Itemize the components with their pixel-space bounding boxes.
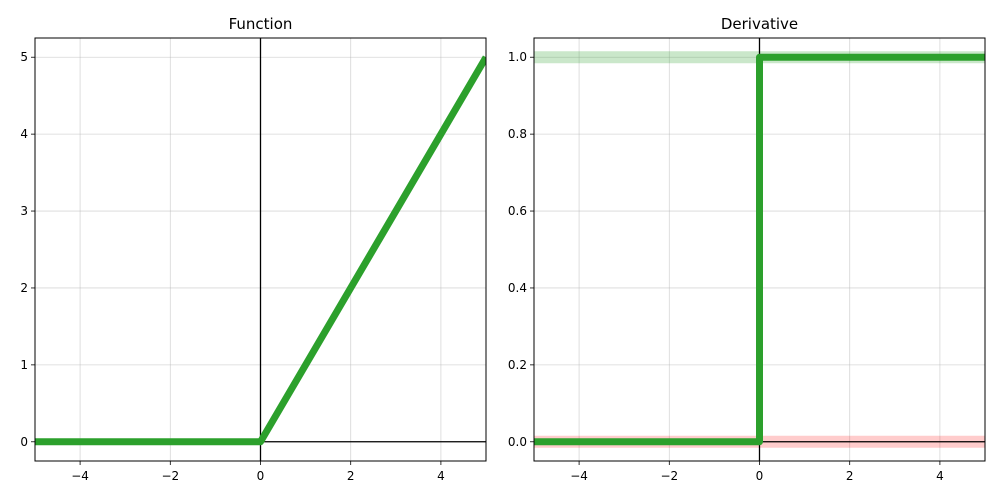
x-tick-label: −2 bbox=[161, 469, 179, 483]
x-tick-label: 4 bbox=[936, 469, 944, 483]
x-tick-label: 0 bbox=[257, 469, 265, 483]
derivative-panel: Derivative −4 −2 0 2 4 0.0 0.2 0.4 0.6 0.8 1.0 bbox=[508, 15, 986, 483]
y-tick-label: 3 bbox=[20, 204, 28, 218]
x-tick-label: −4 bbox=[570, 469, 588, 483]
x-tick-label: 2 bbox=[846, 469, 854, 483]
function-title: Function bbox=[229, 15, 293, 33]
x-tick-label: −4 bbox=[71, 469, 89, 483]
x-tick-label: 4 bbox=[437, 469, 445, 483]
y-tick-label: 0.0 bbox=[508, 435, 527, 449]
y-tick-label: 0.8 bbox=[508, 127, 527, 141]
plot-area bbox=[534, 38, 985, 461]
y-tick-label: 0.4 bbox=[508, 281, 527, 295]
y-tick-label: 5 bbox=[20, 50, 28, 64]
x-tick-label: 0 bbox=[756, 469, 764, 483]
plot-area bbox=[35, 38, 486, 461]
y-tick-label: 1.0 bbox=[508, 50, 527, 64]
x-tick-label: −2 bbox=[660, 469, 678, 483]
y-tick-label: 0.2 bbox=[508, 358, 527, 372]
y-tick-label: 0 bbox=[20, 435, 28, 449]
series-line bbox=[35, 55, 486, 446]
y-tick-label: 2 bbox=[20, 281, 28, 295]
derivative-title: Derivative bbox=[721, 15, 798, 33]
x-tick-label: 2 bbox=[347, 469, 355, 483]
y-tick-label: 1 bbox=[20, 358, 28, 372]
y-tick-label: 4 bbox=[20, 127, 28, 141]
function-panel: Function −4 −2 0 2 4 0 1 2 3 4 5 bbox=[20, 15, 487, 483]
y-tick-label: 0.6 bbox=[508, 204, 527, 218]
series-line bbox=[534, 53, 985, 446]
